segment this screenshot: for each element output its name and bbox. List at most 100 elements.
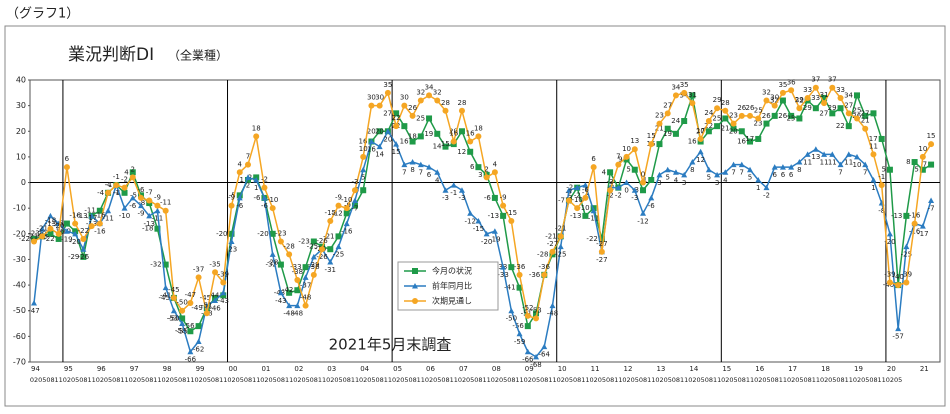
marker [722,115,729,122]
marker [779,89,786,96]
data-label: 28 [721,99,730,107]
marker [129,174,136,181]
year-label: 11 [591,365,600,373]
x-tick-label: 05 [71,376,79,384]
data-label: -31 [325,266,336,274]
data-label: -39 [218,271,229,279]
marker [467,138,474,145]
marker [541,343,548,350]
data-label: 13 [811,153,820,161]
marker [351,202,358,209]
marker [689,159,696,165]
data-label: -13 [488,212,499,220]
x-tick-label: 11 [548,376,556,384]
data-label: 27 [663,101,672,109]
data-label: 26 [737,104,746,112]
marker [376,128,383,135]
data-label: -23 [275,230,286,238]
marker [409,138,416,145]
data-label: 25 [853,106,862,114]
marker [310,238,317,245]
data-label: 17 [869,135,878,143]
data-label: -36 [308,263,320,271]
data-label: -7 [928,204,935,212]
data-label: 29 [713,96,722,104]
data-label: -17 [917,230,928,238]
x-tick-label: 11 [120,376,128,384]
marker [919,166,926,173]
data-label: 30 [367,94,376,102]
marker [220,279,227,286]
data-label: -28 [267,258,278,266]
data-label: -11 [152,215,163,223]
data-label: -28 [283,242,294,250]
data-label: 26 [762,112,771,120]
marker [821,100,828,107]
marker [788,164,795,170]
data-label: 32 [433,89,442,97]
data-label: -20 [257,230,268,238]
marker [368,138,375,145]
data-label: -59 [514,338,525,346]
marker [384,89,391,96]
data-label: 32 [795,97,804,105]
data-label: -5 [130,191,137,199]
data-label: -64 [539,351,551,359]
marker [598,248,605,255]
x-tick-label: 05 [38,376,46,384]
marker [919,153,926,160]
data-label: 17 [696,127,705,135]
marker [187,300,194,307]
year-label: 05 [393,365,402,373]
marker [714,105,721,112]
x-tick-label: 05 [400,376,408,384]
marker [903,243,910,250]
data-label: -10 [571,196,582,204]
marker [409,112,416,119]
marker [928,161,935,168]
data-label: 16 [400,138,409,146]
marker [491,169,498,176]
marker [516,330,523,337]
data-label: -29 [68,253,79,261]
marker [763,120,770,127]
data-label: 0 [624,187,628,195]
data-label: 16 [466,130,475,138]
marker [779,164,786,170]
data-label: 26 [746,104,755,112]
marker [442,143,449,150]
year-label: 14 [689,365,698,373]
marker [722,169,729,175]
marker [747,166,754,173]
data-label: 15 [927,132,936,140]
marker [491,194,498,201]
x-tick-label: 05 [861,376,869,384]
marker [664,110,671,117]
marker [886,166,893,173]
marker [417,161,424,168]
data-label: 36 [787,78,796,86]
marker [697,135,704,142]
data-label: 10 [359,145,368,153]
marker [244,176,251,183]
data-label: -6 [137,186,145,194]
marker [179,307,186,314]
data-label: 7 [740,169,744,177]
marker [886,279,893,286]
year-label: 13 [656,365,665,373]
data-label: -3 [442,194,449,202]
data-label: -57 [892,333,903,341]
data-label: 7 [246,153,250,161]
data-label: 27 [861,109,870,117]
year-label: 06 [426,365,435,373]
x-tick-label: 08 [540,376,548,384]
data-label: -58 [175,327,186,335]
x-tick-label: 02 [63,376,71,384]
marker [426,164,433,170]
data-label: 26 [408,104,417,112]
data-label: -6 [236,202,244,210]
marker [796,115,803,122]
x-tick-label: 11 [186,376,194,384]
data-label: -7 [351,204,358,212]
data-label: -7 [146,188,153,196]
